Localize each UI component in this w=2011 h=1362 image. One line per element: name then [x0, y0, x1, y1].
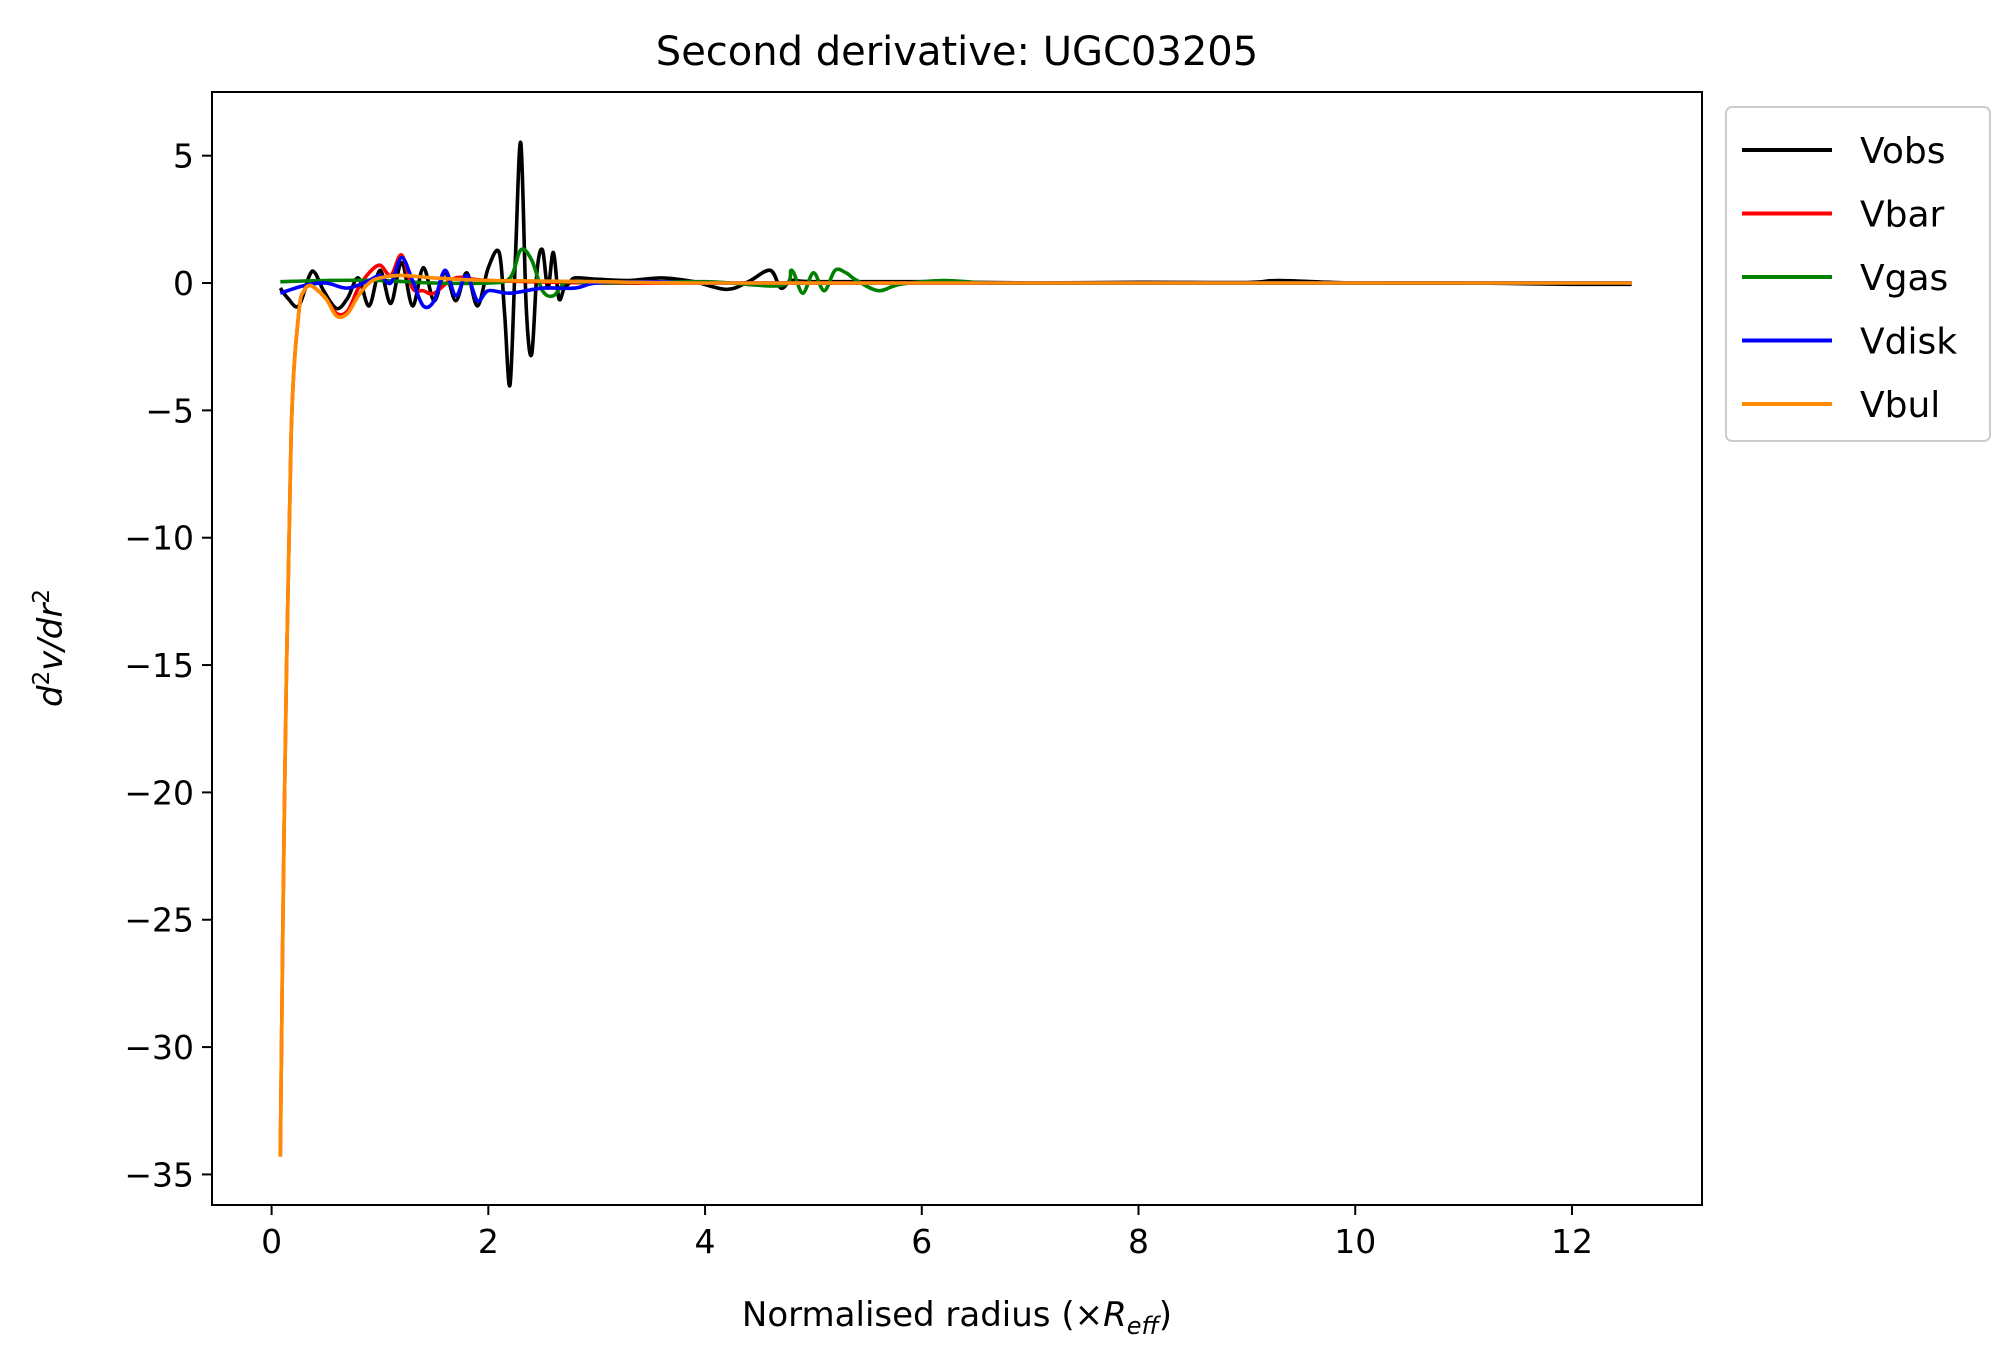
y-tick-label: −35: [124, 1155, 194, 1194]
y-axis-ticks: 5 0 −5 −10 −15 −20 −25 −30 −35: [124, 137, 212, 1194]
legend: Vobs Vbar Vgas Vdisk Vbul: [1725, 106, 1991, 442]
chart-title: Second derivative: UGC03205: [656, 29, 1258, 75]
x-tick-label: 2: [478, 1222, 499, 1261]
y-tick-label: 0: [173, 264, 194, 303]
legend-label-vbar: Vbar: [1860, 195, 1945, 236]
series-lines: [278, 140, 1632, 1157]
y-tick-label: 5: [173, 137, 194, 176]
legend-label-vdisk: Vdisk: [1860, 322, 1957, 363]
legend-label-vobs: Vobs: [1860, 131, 1945, 172]
y-tick-label: −15: [124, 646, 194, 685]
y-axis-label-exp2: 2: [29, 589, 55, 604]
x-tick-label: 0: [261, 1222, 282, 1261]
x-axis-label-suffix: ): [1159, 1295, 1172, 1335]
y-tick-label: −30: [124, 1028, 194, 1067]
y-axis-label-mid: v/dr: [31, 602, 71, 671]
x-tick-label: 8: [1128, 1222, 1149, 1261]
legend-box: [1725, 106, 1991, 442]
y-tick-label: −25: [124, 901, 194, 940]
y-tick-label: −5: [145, 391, 194, 430]
y-axis-label: d2v/dr2: [29, 589, 71, 707]
legend-label-vgas: Vgas: [1860, 258, 1948, 299]
legend-label-vbul: Vbul: [1860, 385, 1940, 426]
plot-frame: [211, 91, 1703, 1206]
x-tick-label: 4: [695, 1222, 716, 1261]
y-axis-label-d: d: [31, 685, 71, 707]
x-axis-label-prefix: Normalised radius (×: [742, 1295, 1103, 1335]
y-tick-label: −20: [124, 773, 194, 812]
x-axis-label-var: R: [1103, 1295, 1127, 1335]
x-tick-label: 10: [1334, 1222, 1376, 1261]
y-axis-label-exp1: 2: [29, 671, 55, 686]
x-tick-label: 6: [911, 1222, 932, 1261]
series-line-vbul: [278, 273, 1632, 1157]
x-axis-label: Normalised radius (×Reff): [742, 1295, 1172, 1340]
x-tick-label: 12: [1551, 1222, 1593, 1261]
y-tick-label: −10: [124, 519, 194, 558]
x-axis-label-sub: eff: [1127, 1312, 1162, 1340]
x-axis-ticks: 0 2 4 6 8 10 12: [261, 1205, 1593, 1261]
